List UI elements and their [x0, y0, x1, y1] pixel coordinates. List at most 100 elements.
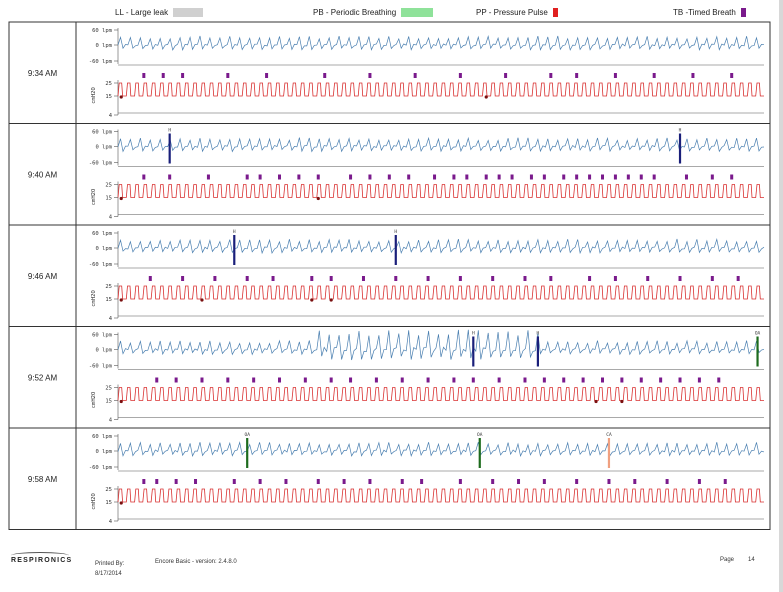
printed-info: Printed By: 8/17/2014: [95, 559, 124, 579]
time-label: 9:34 AM: [28, 69, 58, 78]
pressure-tick-label: 15: [105, 196, 112, 202]
timed-breath-marker: [361, 276, 365, 281]
timed-breath-marker: [588, 174, 592, 180]
panel-frame: [8, 123, 771, 226]
pressure-tick-label: 4: [109, 316, 113, 322]
timed-breath-marker: [174, 377, 178, 383]
pressure-axis-label: cmH2O: [91, 189, 97, 206]
timed-breath-marker: [504, 73, 508, 78]
timed-breath-marker: [736, 276, 740, 281]
timed-breath-marker: [491, 276, 495, 281]
timed-breath-marker: [181, 73, 185, 78]
legend-label: PP - Pressure Pulse: [476, 8, 548, 17]
pressure-waveform: [117, 488, 764, 503]
timed-breath-marker: [245, 174, 249, 180]
timed-breath-marker: [691, 73, 695, 78]
page-edge: [779, 0, 783, 592]
panel-frame: [8, 21, 771, 124]
timed-breath-marker: [226, 73, 230, 78]
timed-breath-marker: [284, 479, 288, 484]
timed-breath-marker: [581, 377, 585, 383]
page-label: Page: [720, 557, 735, 563]
timed-breath-marker: [497, 174, 501, 180]
timed-breath-marker: [717, 377, 721, 383]
flow-tick-label: 0 lpm: [95, 246, 112, 252]
legend-label: PB - Periodic Breathing: [313, 8, 397, 17]
timed-breath-marker: [626, 174, 630, 180]
timed-breath-marker: [394, 276, 398, 281]
flow-tick-label: 60 lpm: [92, 434, 113, 440]
timed-breath-marker: [252, 377, 256, 383]
timed-breath-marker: [529, 174, 533, 180]
timed-breath-marker: [258, 174, 262, 180]
timed-breath-marker: [316, 174, 320, 180]
timed-breath-marker: [368, 174, 372, 180]
pressure-pulse-dot: [484, 95, 488, 99]
event-label: H: [394, 229, 397, 235]
pressure-tick-label: 25: [105, 386, 112, 392]
pressure-pulse-dot: [620, 399, 624, 404]
timed-breath-marker: [710, 276, 714, 281]
event-label: OA: [755, 331, 761, 337]
legend: LL - Large leak PB - Periodic Breathing …: [0, 0, 783, 20]
time-label: 9:58 AM: [28, 475, 58, 484]
panel-frame: [8, 224, 771, 327]
panel-frame: [8, 427, 771, 530]
timed-breath-marker: [697, 377, 701, 383]
timed-breath-marker: [684, 174, 688, 180]
timed-breath-marker: [206, 174, 210, 180]
timed-breath-marker: [510, 174, 514, 180]
pressure-tick-label: 15: [105, 297, 112, 303]
timed-breath-marker: [646, 276, 650, 281]
timed-breath-marker: [400, 377, 404, 383]
timed-breath-marker: [549, 73, 553, 78]
timed-breath-marker: [297, 174, 301, 180]
timed-breath-marker: [349, 377, 353, 383]
logo-arc-icon: [11, 552, 69, 559]
flow-tick-label: 0 lpm: [95, 43, 112, 49]
legend-item-pressure-pulse: PP - Pressure Pulse: [476, 8, 558, 17]
timed-breath-marker: [200, 377, 204, 383]
timed-breath-marker: [458, 73, 462, 78]
timed-breath-marker: [620, 377, 624, 383]
timed-breath-marker: [400, 479, 404, 484]
timed-breath-marker: [368, 479, 372, 484]
pressure-tick-label: 4: [109, 113, 113, 119]
pressure-pulse-dot: [119, 501, 123, 505]
timed-breath-marker: [213, 276, 217, 281]
timed-breath-marker: [413, 73, 417, 78]
flow-tick-label: 60 lpm: [92, 333, 113, 339]
pressure-tick-label: 25: [105, 284, 112, 290]
timed-breath-marker: [523, 377, 527, 383]
footer: RESPIRONICS Printed By: 8/17/2014 Encore…: [0, 550, 783, 592]
timed-breath-marker: [155, 377, 159, 383]
timed-breath-marker: [278, 174, 281, 180]
timed-breath-marker: [168, 174, 172, 180]
legend-swatch: [552, 8, 558, 17]
timed-breath-marker: [265, 73, 269, 78]
event-label: H: [233, 229, 236, 235]
timed-breath-marker: [278, 377, 281, 383]
pressure-waveform: [117, 387, 764, 401]
legend-item-periodic-breathing: PB - Periodic Breathing: [313, 8, 434, 17]
timed-breath-marker: [491, 479, 495, 484]
timed-breath-marker: [142, 174, 146, 180]
timed-breath-marker: [542, 174, 546, 180]
pressure-tick-label: 4: [109, 519, 113, 525]
page-number: 14: [748, 557, 755, 563]
timed-breath-marker: [542, 479, 546, 484]
timed-breath-marker: [678, 377, 682, 383]
timed-breath-marker: [730, 174, 734, 180]
timed-breath-marker: [458, 276, 462, 281]
timed-breath-marker: [245, 276, 249, 281]
timed-breath-marker: [723, 479, 727, 484]
timed-breath-marker: [374, 377, 378, 383]
timed-breath-marker: [575, 479, 579, 484]
pressure-tick-label: 15: [105, 399, 112, 405]
pressure-pulse-dot: [594, 399, 598, 404]
pressure-waveform: [117, 82, 764, 97]
software-version: Encore Basic - version: 2.4.8.0: [155, 559, 237, 565]
timed-breath-marker: [639, 377, 643, 383]
timed-breath-marker: [562, 377, 566, 383]
timed-breath-marker: [652, 174, 656, 180]
